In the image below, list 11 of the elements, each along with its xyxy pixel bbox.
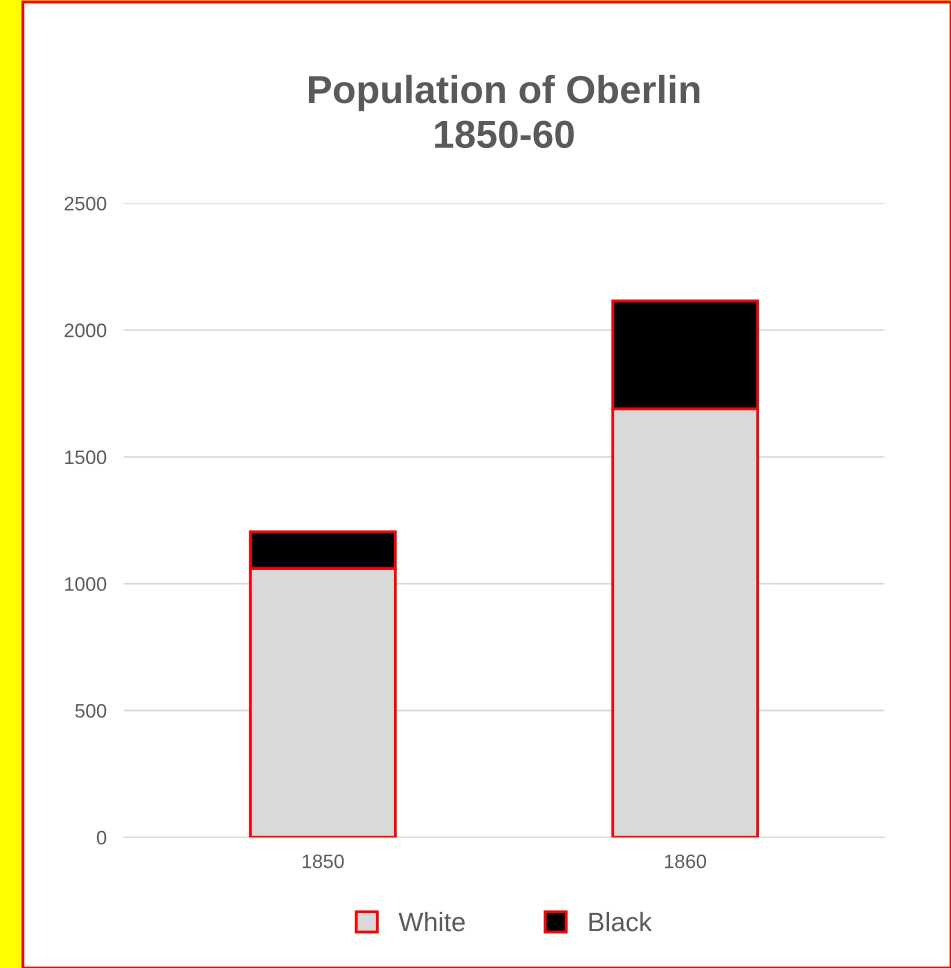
y-tick-label: 2000 <box>64 324 106 338</box>
y-tick-label: 1000 <box>65 577 106 591</box>
x-tick-label: 1850 <box>302 854 344 868</box>
legend-label: Black <box>589 912 652 932</box>
legend-label: White <box>398 912 465 932</box>
chart-title: Population of Oberlin 1850-60 <box>308 74 700 148</box>
y-tick-label: 0 <box>96 830 106 845</box>
x-tick-label: 1860 <box>665 854 706 868</box>
y-tick-label: 2500 <box>64 196 106 211</box>
y-tick-label: 500 <box>75 704 106 718</box>
y-tick-label: 1500 <box>65 450 106 464</box>
